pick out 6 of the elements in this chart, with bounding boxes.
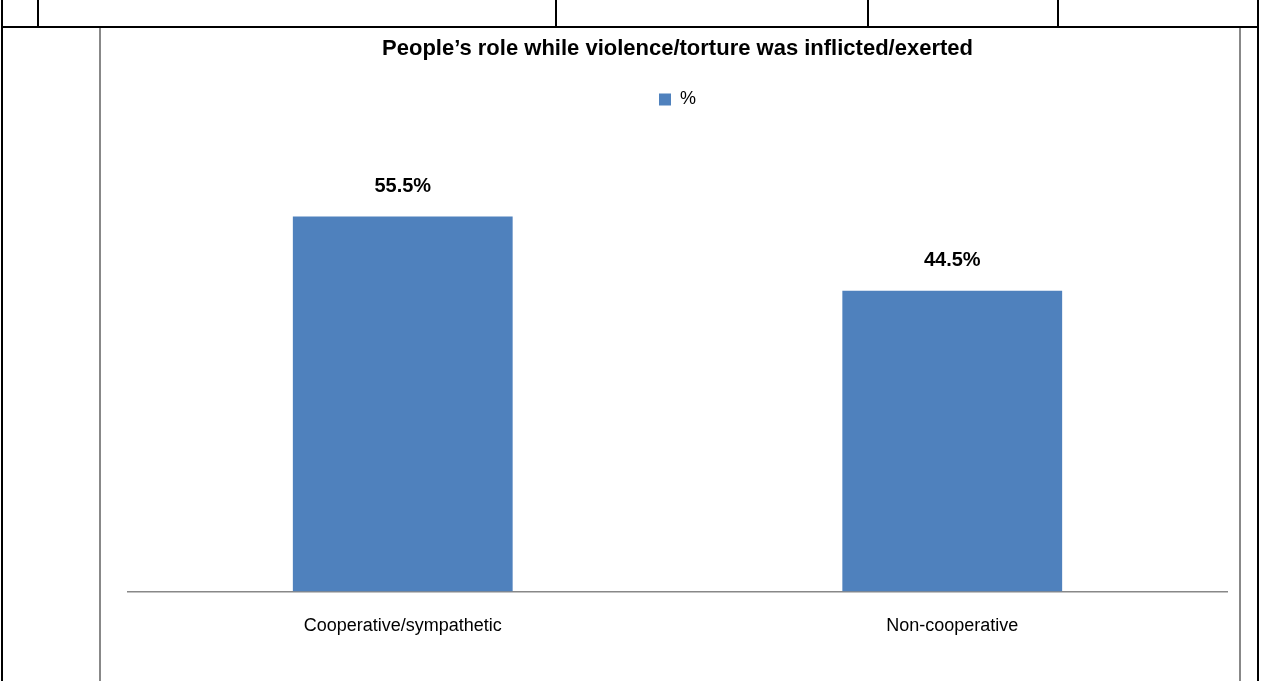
x-tick-label: Non-cooperative xyxy=(886,615,1019,636)
legend-label: % xyxy=(680,88,697,109)
x-tick-label: Cooperative/sympathetic xyxy=(303,615,502,636)
data-label: 55.5% xyxy=(374,173,432,196)
data-label: 44.5% xyxy=(923,248,981,271)
chart-title: People’s role while violence/torture was inflicted/exerted xyxy=(382,35,973,61)
